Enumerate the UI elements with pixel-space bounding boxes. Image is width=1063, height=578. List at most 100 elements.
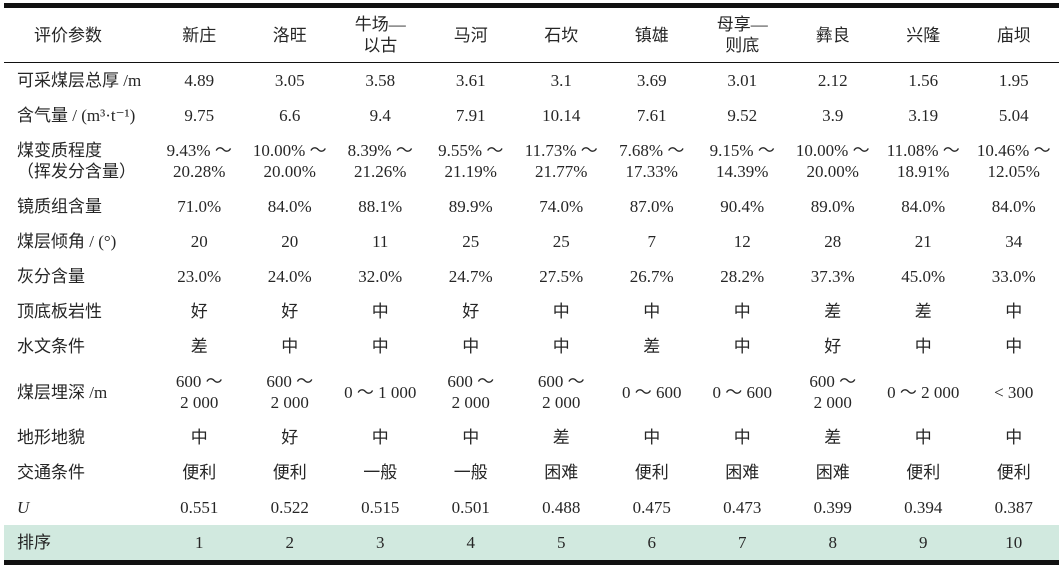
value-cell: 2.12 — [817, 71, 848, 90]
table-row: 水文条件 差 中 中 中 中 差 中 好 中 中 — [4, 329, 1059, 364]
row-label: 煤变质程度 （挥发分含量） — [17, 141, 136, 181]
value-cell: 中 — [462, 428, 480, 447]
header-row: 评价参数 新庄 洛旺 牛场— 以古 马河 石坎 镇雄 母享— 则底 彝良 兴隆 庙坝 — [4, 8, 1059, 63]
value-cell: 3.19 — [908, 106, 939, 125]
value-cell: 25 — [462, 232, 480, 251]
block-column-header: 新庄 — [154, 8, 245, 63]
value-cell: 中 — [733, 302, 751, 321]
row-label: 煤层倾角 / (°) — [17, 232, 117, 251]
value-cell: 24.7% — [448, 267, 493, 286]
value-cell: 10.00% ～ 20.00% — [252, 141, 327, 181]
value-cell: 7.91 — [455, 106, 486, 125]
value-cell: 中 — [552, 337, 570, 356]
value-cell: 好 — [462, 302, 480, 321]
value-cell: 12 — [733, 232, 751, 251]
value-cell: 中 — [1005, 337, 1023, 356]
row-label: 灰分含量 — [17, 267, 85, 286]
value-cell: 好 — [824, 337, 842, 356]
value-cell: 0.394 — [904, 498, 943, 517]
value-cell: 23.0% — [177, 267, 222, 286]
table-row: 可采煤层总厚 /m 4.89 3.05 3.58 3.61 3.1 3.69 3.01 2.12… — [4, 63, 1059, 99]
table-row: 地形地貌 中 好 中 中 差 中 中 差 中 中 — [4, 420, 1059, 455]
value-cell: 便利 — [272, 463, 307, 482]
value-cell: 中 — [733, 337, 751, 356]
value-cell: 24.0% — [267, 267, 312, 286]
block-column-header: 母享— 则底 — [697, 8, 788, 63]
value-cell: 7.61 — [636, 106, 667, 125]
value-cell: 0.488 — [542, 498, 581, 517]
value-cell: 84.0% — [267, 197, 312, 216]
value-cell: 0.473 — [723, 498, 762, 517]
value-cell: 困难 — [815, 463, 850, 482]
value-cell: 4 — [425, 525, 516, 560]
value-cell: 中 — [371, 428, 389, 447]
value-cell: 中 — [1005, 302, 1023, 321]
table-row: 交通条件 便利 便利 一般 一般 困难 便利 困难 困难 便利 便利 — [4, 455, 1059, 490]
value-cell: 74.0% — [539, 197, 584, 216]
value-cell: 困难 — [544, 463, 579, 482]
value-cell: 7 — [647, 232, 657, 251]
value-cell: 600 ～ 2 000 — [537, 372, 585, 412]
value-cell: 差 — [824, 428, 842, 447]
value-cell: 中 — [1005, 428, 1023, 447]
value-cell: 1.95 — [998, 71, 1029, 90]
value-cell: 71.0% — [177, 197, 222, 216]
block-column-header: 洛旺 — [244, 8, 335, 63]
value-cell: 差 — [643, 337, 661, 356]
row-label: U — [17, 498, 30, 517]
value-cell: 4.89 — [184, 71, 215, 90]
value-cell: 2 — [244, 525, 335, 560]
block-column-header: 马河 — [425, 8, 516, 63]
table-row: 灰分含量 23.0% 24.0% 32.0% 24.7% 27.5% 26.7% 28.2% 3… — [4, 259, 1059, 294]
value-cell: 差 — [824, 302, 842, 321]
value-cell: 0.387 — [994, 498, 1033, 517]
table-row: 煤层倾角 / (°) 20 20 11 25 25 7 12 28 21 34 — [4, 224, 1059, 259]
value-cell: 11.08% ～ 18.91% — [886, 141, 960, 181]
value-cell: 88.1% — [358, 197, 403, 216]
block-column-header: 牛场— 以古 — [335, 8, 426, 63]
value-cell: 3.01 — [727, 71, 758, 90]
value-cell: < 300 — [994, 382, 1034, 402]
value-cell: 0.551 — [180, 498, 219, 517]
value-cell: 中 — [371, 337, 389, 356]
value-cell: 9 — [878, 525, 969, 560]
value-cell: 3.1 — [550, 71, 572, 90]
value-cell: 21 — [914, 232, 932, 251]
value-cell: 600 ～ 2 000 — [266, 372, 314, 412]
value-cell: 9.52 — [727, 106, 758, 125]
value-cell: 600 ～ 2 000 — [809, 372, 857, 412]
block-column-header: 兴隆 — [878, 8, 969, 63]
value-cell: 便利 — [996, 463, 1031, 482]
value-cell: 10.14 — [542, 106, 581, 125]
row-label: 地形地貌 — [17, 428, 85, 447]
value-cell: 中 — [371, 302, 389, 321]
value-cell: 3.61 — [455, 71, 486, 90]
table-row: 煤层埋深 /m 600 ～ 2 000 600 ～ 2 000 0 ～ 1 000 60… — [4, 364, 1059, 420]
value-cell: 20 — [190, 232, 208, 251]
value-cell: 84.0% — [991, 197, 1036, 216]
table-row: 顶底板岩性 好 好 中 好 中 中 中 差 差 中 — [4, 294, 1059, 329]
value-cell: 89.9% — [448, 197, 493, 216]
row-label: 顶底板岩性 — [17, 302, 102, 321]
table-row: 含气量 / (m³·t⁻¹) 9.75 6.6 9.4 7.91 10.14 7.61 9.5… — [4, 98, 1059, 133]
row-label: 煤层埋深 /m — [17, 382, 108, 402]
block-column-header: 彝良 — [787, 8, 878, 63]
value-cell: 10 — [968, 525, 1059, 560]
value-cell: 10.00% ～ 20.00% — [795, 141, 870, 181]
value-cell: 28.2% — [720, 267, 765, 286]
value-cell: 3.05 — [274, 71, 305, 90]
value-cell: 一般 — [363, 463, 398, 482]
table-header: 评价参数 新庄 洛旺 牛场— 以古 马河 石坎 镇雄 母享— 则底 彝良 兴隆 庙坝 — [4, 8, 1059, 63]
block-column-header: 镇雄 — [606, 8, 697, 63]
rank-row: 排序 1 2 3 4 5 6 7 8 9 10 — [4, 525, 1059, 560]
value-cell: 中 — [914, 337, 932, 356]
value-cell: 6 — [606, 525, 697, 560]
value-cell: 好 — [190, 302, 208, 321]
param-column-header: 评价参数 — [4, 8, 154, 63]
value-cell: 11 — [372, 232, 389, 251]
value-cell: 0.522 — [270, 498, 309, 517]
table-row: 煤变质程度 （挥发分含量） 9.43% ～ 20.28% 10.00% ～ 20.0… — [4, 133, 1059, 189]
value-cell: 11.73% ～ 21.77% — [524, 141, 598, 181]
value-cell: 一般 — [453, 463, 488, 482]
block-column-header: 庙坝 — [968, 8, 1059, 63]
